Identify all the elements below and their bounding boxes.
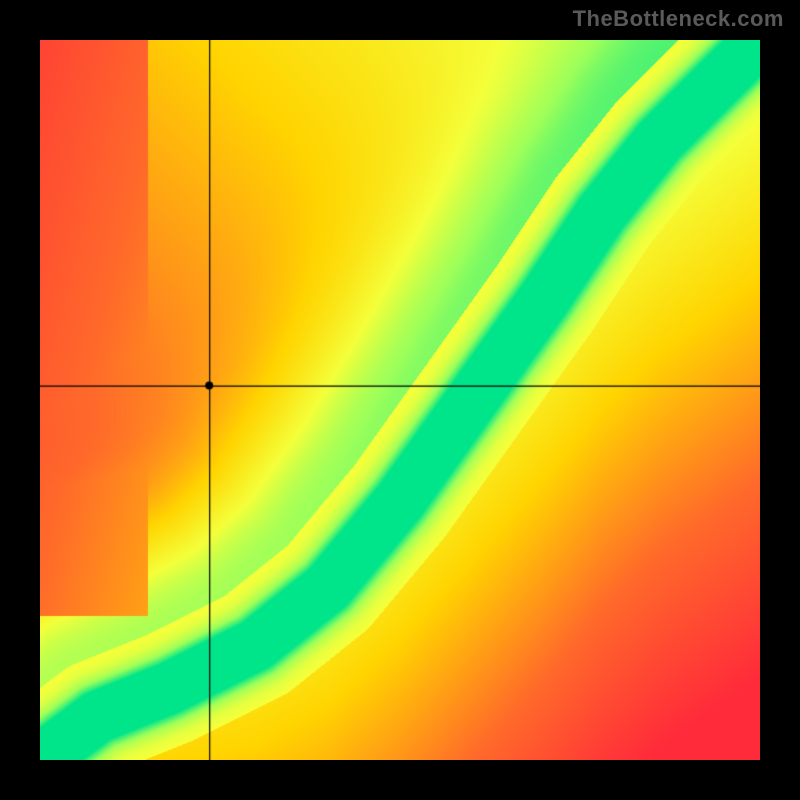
bottleneck-heatmap bbox=[40, 40, 760, 760]
chart-container: TheBottleneck.com bbox=[0, 0, 800, 800]
watermark-text: TheBottleneck.com bbox=[573, 6, 784, 32]
